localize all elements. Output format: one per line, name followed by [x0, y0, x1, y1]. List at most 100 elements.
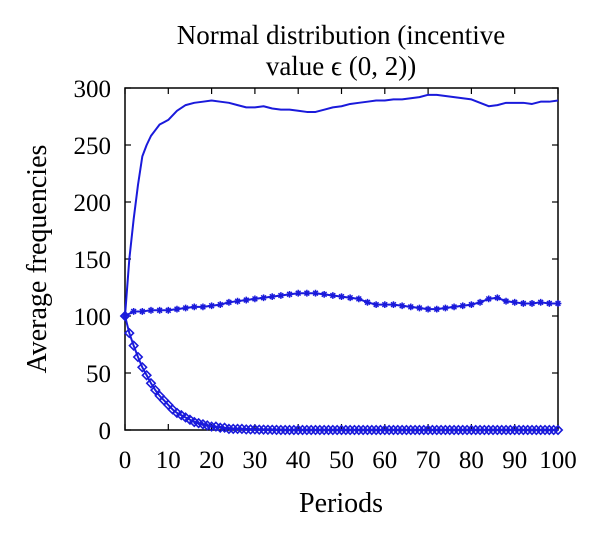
data-point-star	[225, 298, 233, 306]
data-point-star	[138, 308, 146, 315]
data-point-star	[312, 289, 319, 297]
y-tick-label: 200	[74, 190, 112, 217]
x-tick-label: 10	[156, 447, 181, 474]
data-point-diamond	[123, 327, 135, 339]
data-point-star	[242, 296, 250, 304]
data-point-diamond	[518, 424, 529, 436]
x-tick-label: 100	[539, 447, 577, 474]
data-point-diamond	[145, 377, 157, 389]
x-tick-label: 0	[119, 447, 132, 474]
data-point-diamond	[292, 424, 304, 436]
data-point-diamond	[275, 424, 287, 436]
data-point-diamond	[301, 424, 313, 436]
x-tick-label: 60	[372, 447, 397, 474]
data-point-diamond	[279, 424, 291, 436]
data-point-star	[468, 301, 475, 308]
data-point-diamond	[405, 424, 417, 436]
data-point-diamond	[552, 424, 564, 436]
data-point-star	[147, 306, 155, 314]
data-point-diamond	[440, 424, 451, 436]
series-line	[124, 315, 558, 431]
y-tick-label: 50	[86, 361, 111, 388]
data-point-diamond	[526, 424, 538, 436]
data-point-diamond	[435, 424, 447, 436]
data-point-star	[190, 303, 198, 311]
data-point-diamond	[487, 424, 499, 436]
data-point-diamond	[492, 424, 503, 436]
x-tick-label: 20	[199, 447, 224, 474]
data-point-star	[407, 303, 415, 311]
data-point-diamond	[323, 424, 334, 436]
data-point-star	[346, 294, 354, 302]
data-point-star	[156, 306, 164, 314]
data-point-diamond	[227, 423, 239, 435]
data-point-diamond	[379, 424, 391, 436]
x-tick-label: 70	[416, 447, 441, 474]
data-point-star	[329, 292, 337, 299]
data-point-diamond	[453, 424, 464, 436]
data-point-star	[372, 301, 380, 308]
data-point-diamond	[470, 424, 482, 436]
data-point-diamond	[414, 424, 425, 436]
data-point-diamond	[535, 424, 547, 436]
data-point-star	[130, 308, 138, 315]
data-point-diamond	[340, 424, 352, 436]
data-point-star	[554, 300, 562, 307]
data-point-diamond	[141, 369, 152, 381]
data-point-star	[234, 297, 241, 305]
data-point-diamond	[357, 424, 369, 436]
y-tick-label: 0	[99, 418, 112, 445]
data-point-star	[260, 294, 267, 302]
data-point-star	[519, 300, 527, 307]
data-point-star	[199, 303, 207, 311]
data-point-diamond	[548, 424, 560, 436]
data-point-diamond	[500, 424, 512, 436]
data-point-diamond	[392, 424, 404, 436]
data-point-diamond	[544, 424, 555, 436]
data-point-star	[476, 298, 484, 306]
data-point-star	[216, 301, 224, 308]
data-point-diamond	[314, 424, 326, 436]
data-point-diamond	[362, 424, 373, 436]
axis-ticks: 0 10 20 30 40 50 60 70 80 90 100 0 50 100 150 200 250 300	[74, 76, 577, 474]
data-point-diamond	[223, 423, 235, 435]
data-point-diamond	[509, 424, 521, 436]
data-point-star	[381, 301, 389, 308]
data-point-star	[450, 303, 458, 311]
data-point-star	[164, 306, 172, 314]
data-point-diamond	[253, 424, 265, 435]
data-point-diamond	[245, 424, 256, 435]
data-point-diamond	[539, 424, 551, 436]
data-point-diamond	[496, 424, 508, 436]
data-point-star	[424, 305, 432, 313]
data-point-diamond	[288, 424, 300, 436]
plot-area: 0 10 20 30 40 50 60 70 80 90 100 0 50 100 150 200 250 300	[74, 76, 577, 474]
data-point-star	[286, 290, 293, 298]
data-point-diamond	[505, 424, 516, 436]
data-point-diamond	[370, 424, 382, 436]
data-point-diamond	[344, 424, 356, 436]
x-tick-label: 80	[459, 447, 484, 474]
y-tick-label: 150	[74, 247, 112, 274]
data-point-diamond	[483, 424, 495, 436]
data-point-diamond	[119, 310, 131, 322]
data-point-diamond	[271, 424, 282, 436]
data-point-star	[398, 302, 406, 310]
data-point-star	[545, 300, 553, 307]
series-3	[119, 310, 564, 436]
data-point-diamond	[401, 424, 412, 436]
data-point-diamond	[206, 421, 217, 432]
data-point-star	[511, 298, 519, 306]
data-point-star	[320, 290, 328, 298]
series-line	[124, 93, 559, 317]
series-2	[121, 289, 562, 320]
data-point-diamond	[128, 340, 139, 351]
data-point-star	[485, 295, 493, 303]
data-point-diamond	[266, 424, 278, 436]
data-point-diamond	[375, 424, 386, 436]
data-point-star	[364, 298, 371, 306]
data-point-star	[416, 304, 423, 312]
data-point-star	[338, 293, 345, 301]
data-point-diamond	[305, 424, 317, 436]
data-point-diamond	[132, 351, 144, 363]
